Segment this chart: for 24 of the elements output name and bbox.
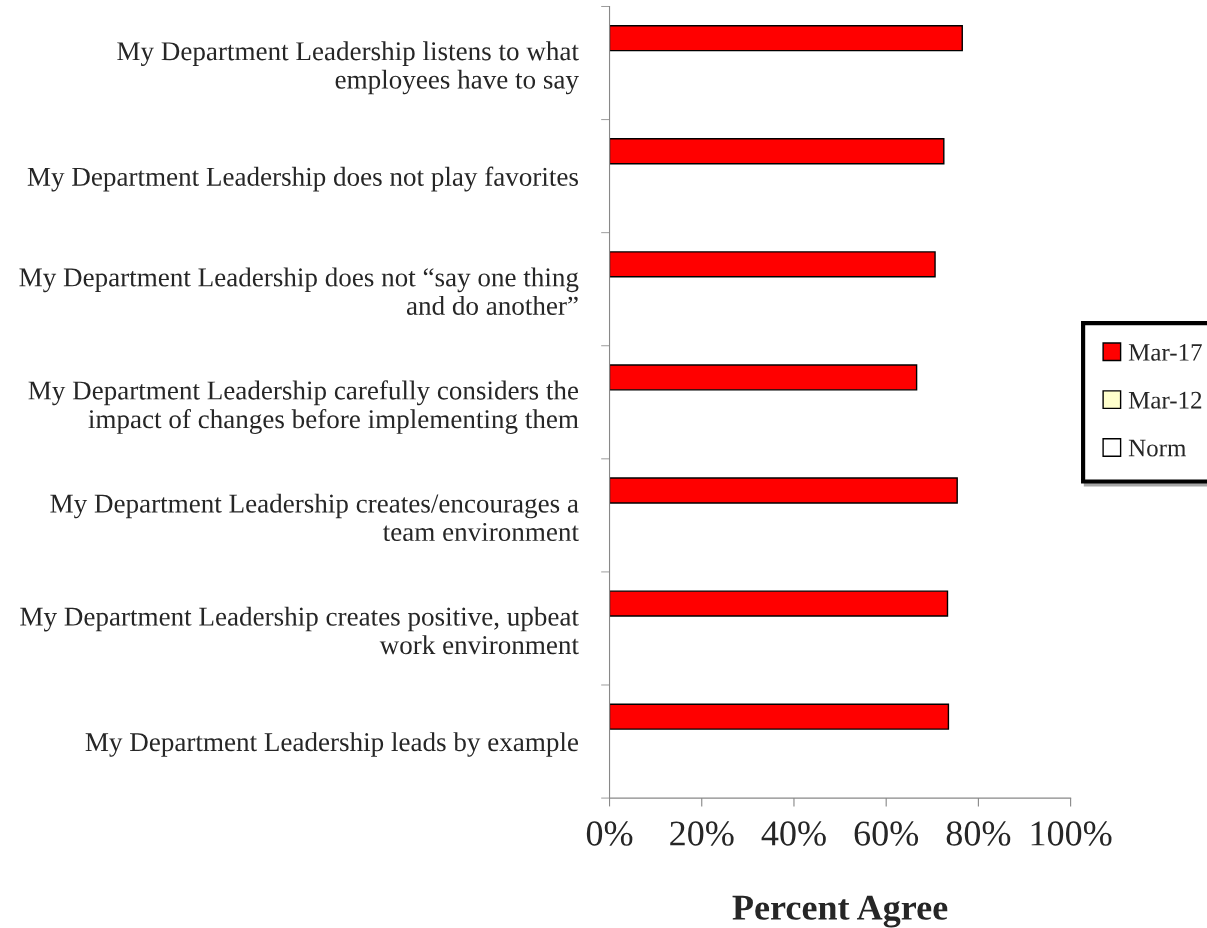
x-tick-label: 60% — [854, 821, 919, 846]
y-tick-label: My Department Leadership leads by example — [85, 732, 579, 757]
x-tick-label: 40% — [761, 821, 826, 846]
bar — [609, 703, 950, 730]
x-axis-title: Percent Agree — [732, 895, 948, 928]
bar — [609, 138, 945, 165]
bar — [609, 364, 918, 391]
y-tick-label: My Department Leadership carefully considers the impact of changes before implementing them — [28, 380, 579, 434]
bar — [609, 477, 958, 504]
y-tick-label: My Department Leadership listens to what employees have to say — [117, 41, 579, 95]
bar — [609, 25, 963, 52]
legend-label: Mar-12 — [1128, 391, 1202, 409]
x-tick-label: 100% — [1031, 821, 1112, 846]
bar — [609, 590, 949, 617]
legend-label: Norm — [1128, 439, 1187, 457]
legend-label: Mar-17 — [1128, 344, 1202, 361]
y-tick-label: My Department Leadership creates/encourages a team environment — [50, 493, 579, 542]
x-tick-label: 0% — [586, 821, 633, 846]
x-tick-label: 80% — [946, 821, 1011, 846]
y-tick-label: My Department Leadership creates positive, upbeat work environment — [20, 606, 579, 655]
x-tick-label: 20% — [670, 821, 734, 846]
y-tick-label: My Department Leadership does not “say one thing and do another” — [19, 267, 579, 315]
bar — [609, 251, 936, 278]
y-tick-label: My Department Leadership does not play favorites — [27, 166, 578, 192]
